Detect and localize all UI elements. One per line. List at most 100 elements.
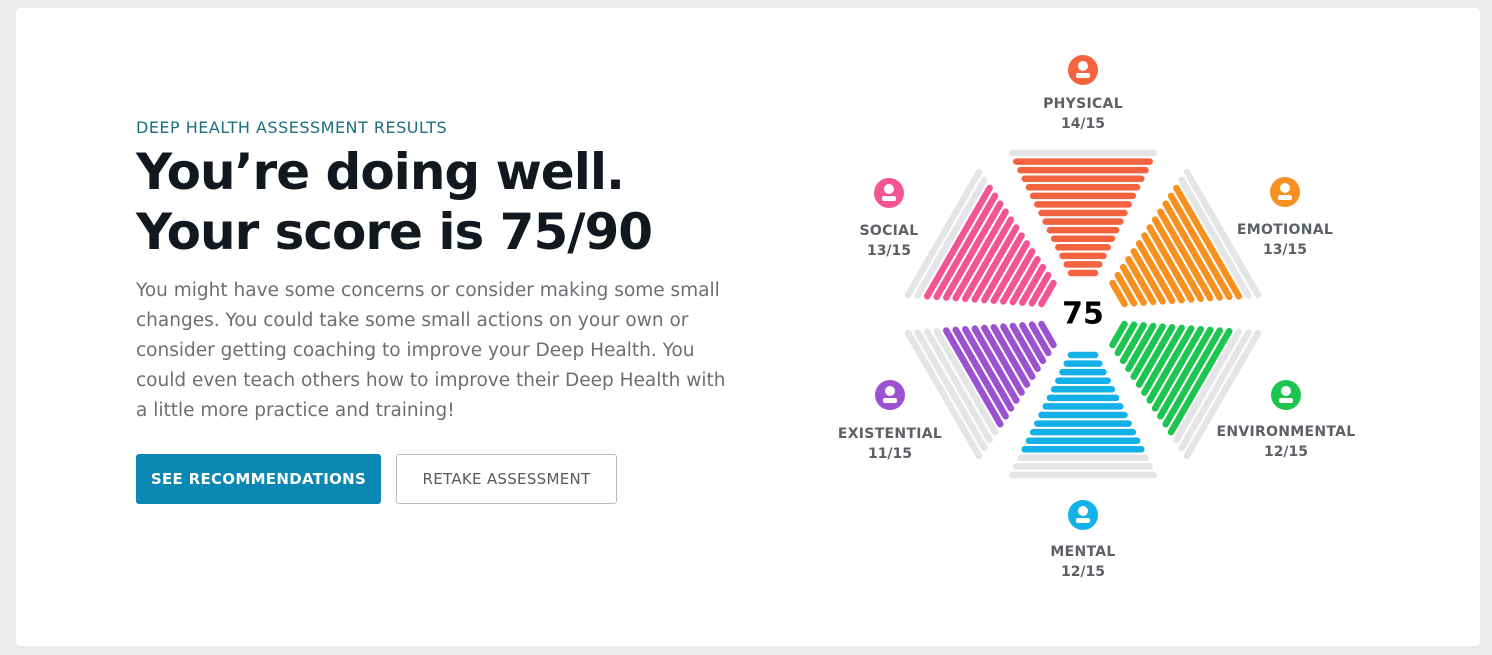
score-stripe bbox=[1000, 323, 1036, 380]
segment-icon-detail bbox=[1280, 183, 1290, 193]
track-stripe bbox=[1183, 329, 1262, 460]
segment-score: 13/15 bbox=[867, 243, 911, 259]
score-stripe bbox=[1114, 321, 1138, 357]
score-stripe bbox=[1000, 248, 1036, 305]
segment-icon-detail bbox=[884, 184, 894, 194]
score-stripe bbox=[1130, 323, 1166, 380]
score-stripe bbox=[952, 208, 1009, 302]
score-stripe bbox=[1125, 322, 1157, 372]
score-stripe bbox=[1019, 322, 1047, 365]
score-stripe bbox=[923, 184, 993, 300]
score-stripe bbox=[1162, 327, 1224, 428]
segment bbox=[1008, 351, 1158, 479]
segment bbox=[1109, 320, 1262, 460]
score-stripe bbox=[1125, 256, 1157, 306]
recommendations-button[interactable]: SEE RECOMMENDATIONS bbox=[136, 454, 381, 504]
score-stripe bbox=[1038, 320, 1057, 349]
segment-icon-detail bbox=[1076, 518, 1090, 523]
score-stripe bbox=[1028, 271, 1052, 307]
score-stripe bbox=[990, 240, 1031, 304]
segment-icon-detail bbox=[882, 196, 896, 201]
total-score: 75 bbox=[1062, 297, 1104, 332]
segment-icon-detail bbox=[885, 386, 895, 396]
segment-name: SOCIAL bbox=[859, 223, 918, 239]
score-stripe bbox=[1109, 320, 1128, 349]
score-stripe bbox=[1157, 208, 1214, 302]
score-stripe bbox=[1167, 327, 1233, 436]
segment-icon-detail bbox=[1078, 61, 1088, 71]
score-stripe bbox=[1151, 216, 1204, 303]
score-stripe bbox=[1019, 263, 1047, 306]
score-stripe bbox=[971, 325, 1020, 404]
score-stripe bbox=[1146, 325, 1195, 404]
score-stripe bbox=[981, 232, 1025, 304]
score-stripe bbox=[1038, 279, 1057, 308]
segment-icon-detail bbox=[1076, 73, 1090, 78]
segment-icon-detail bbox=[1078, 506, 1088, 516]
segment-score: 12/15 bbox=[1264, 444, 1308, 460]
score-stripe bbox=[962, 216, 1015, 303]
segment bbox=[904, 168, 1057, 308]
segment-score: 12/15 bbox=[1061, 564, 1105, 580]
score-stripe bbox=[1173, 184, 1243, 300]
score-stripe bbox=[1135, 324, 1176, 388]
score-stripe bbox=[1157, 326, 1214, 420]
segment bbox=[1109, 168, 1262, 308]
segment-icon-detail bbox=[1278, 195, 1292, 200]
headline-line: You’re doing well. bbox=[136, 143, 625, 201]
score-stripe bbox=[1109, 279, 1128, 308]
score-stripe bbox=[933, 192, 999, 301]
track-stripe bbox=[1178, 329, 1252, 452]
score-stripe bbox=[1146, 224, 1195, 303]
segment-name: MENTAL bbox=[1050, 544, 1115, 560]
score-stripe bbox=[952, 326, 1009, 420]
track-stripe bbox=[914, 176, 988, 299]
score-stripe bbox=[942, 327, 1004, 428]
card bbox=[16, 8, 1480, 646]
track-stripe bbox=[933, 327, 999, 436]
score-stripe bbox=[1009, 256, 1041, 306]
track-stripe bbox=[1183, 168, 1262, 299]
retake-button[interactable]: RETAKE ASSESSMENT bbox=[396, 454, 617, 504]
score-stripe bbox=[1119, 322, 1147, 365]
segment-score: 11/15 bbox=[868, 446, 912, 462]
headline: You’re doing well. Your score is 75/90 bbox=[136, 142, 653, 262]
score-stripe bbox=[990, 324, 1031, 388]
score-stripe bbox=[1114, 271, 1138, 307]
score-stripe bbox=[1009, 322, 1041, 372]
track-stripe bbox=[904, 168, 983, 299]
score-stripe bbox=[1162, 200, 1224, 301]
eyebrow: DEEP HEALTH ASSESSMENT RESULTS bbox=[136, 118, 448, 137]
segment-icon-detail bbox=[1281, 386, 1291, 396]
track-stripe bbox=[914, 329, 988, 452]
body-text: You might have some concerns or consider… bbox=[136, 280, 726, 421]
score-stripe bbox=[1119, 263, 1147, 306]
score-stripe bbox=[1141, 232, 1185, 304]
headline-line: Your score is 75/90 bbox=[136, 203, 653, 261]
score-stripe bbox=[1028, 321, 1052, 357]
track-stripe bbox=[1178, 176, 1252, 299]
segment bbox=[904, 320, 1057, 460]
segment-icon-detail bbox=[1279, 398, 1293, 403]
score-stripe bbox=[942, 200, 1004, 301]
segment-name: EMOTIONAL bbox=[1237, 222, 1333, 238]
track-stripe bbox=[923, 328, 993, 444]
segment-name: ENVIRONMENTAL bbox=[1216, 424, 1355, 440]
score-stripe bbox=[1135, 240, 1176, 304]
score-stripe bbox=[1151, 325, 1204, 412]
score-stripe bbox=[971, 224, 1020, 303]
segment-name: PHYSICAL bbox=[1043, 96, 1123, 112]
score-stripe bbox=[1167, 192, 1233, 301]
track-stripe bbox=[904, 329, 983, 460]
segment-name: EXISTENTIAL bbox=[838, 426, 942, 442]
score-stripe bbox=[1141, 324, 1185, 396]
segment-score: 13/15 bbox=[1263, 242, 1307, 258]
segment-icon-detail bbox=[883, 398, 897, 403]
score-stripe bbox=[1130, 248, 1166, 305]
segment-score: 14/15 bbox=[1061, 116, 1105, 132]
score-stripe bbox=[981, 324, 1025, 396]
score-stripe bbox=[962, 325, 1015, 412]
segment bbox=[1008, 149, 1158, 277]
